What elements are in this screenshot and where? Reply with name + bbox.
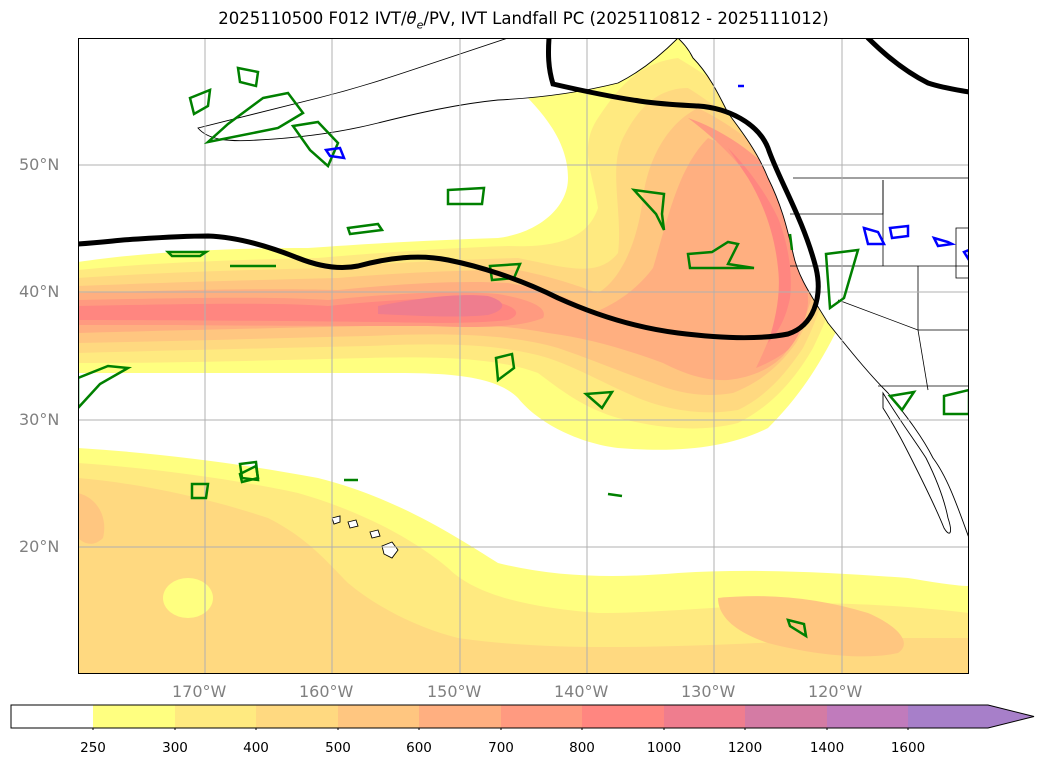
lon-label-140w: 140°W — [554, 682, 609, 701]
pv-contour — [582, 390, 615, 410]
colorbar-segments — [11, 705, 1034, 728]
ivt-fill-atmospheric-river — [78, 38, 868, 450]
ivt-map — [78, 38, 969, 674]
map-frame — [78, 38, 969, 674]
negative-contour — [888, 224, 910, 240]
colorbar-segment — [93, 705, 175, 728]
colorbar-segment — [338, 705, 419, 728]
ivt-colorbar — [10, 704, 1035, 730]
pv-contour — [494, 352, 516, 383]
lon-label-150w: 150°W — [427, 682, 482, 701]
lon-label-120w: 120°W — [808, 682, 863, 701]
pv-contour — [607, 492, 623, 498]
border-wyoming — [955, 227, 969, 279]
north-america-west-coast — [677, 38, 969, 674]
map-title: 2025110500 F012 IVT/θe/PV, IVT Landfall … — [0, 9, 1047, 31]
pv-contour — [786, 618, 808, 639]
lon-label-130w: 130°W — [681, 682, 736, 701]
colorbar-label-1600: 1600 — [890, 740, 926, 756]
pv-contour — [942, 388, 969, 416]
pv-contour — [164, 250, 211, 258]
island-oahu — [347, 519, 359, 529]
colorbar-segment — [256, 705, 338, 728]
colorbar-label-600: 600 — [406, 740, 432, 756]
border-california-nevada — [837, 299, 929, 391]
negative-contour — [931, 236, 957, 248]
lon-label-160w: 160°W — [299, 682, 354, 701]
negative-contour — [962, 248, 969, 263]
ivt-band-1000 — [378, 295, 503, 317]
hawaii-islands — [331, 515, 399, 559]
lat-label-50n: 50°N — [19, 155, 60, 174]
pv-contour — [290, 120, 340, 169]
baja-peninsula — [882, 391, 951, 534]
political-borders — [790, 177, 969, 391]
alaska-coast — [197, 38, 679, 142]
title-suffix: /PV, IVT Landfall PC (2025110812 - 20251… — [423, 9, 829, 28]
island-big-island — [381, 541, 399, 559]
negative-contours — [323, 84, 969, 263]
colorbar-label-300: 300 — [162, 740, 188, 756]
pv-contour — [446, 186, 486, 206]
title-theta: θ — [406, 9, 417, 28]
colorbar-label-800: 800 — [569, 740, 595, 756]
colorbar-segment — [175, 705, 256, 728]
ivt-band-south-400 — [78, 478, 969, 674]
colorbar-label-1400: 1400 — [809, 740, 845, 756]
colorbar-segment — [501, 705, 582, 728]
ivt-band-coastal-800 — [728, 148, 791, 343]
colorbar-segment — [419, 705, 501, 728]
ivt-band-south-500 — [718, 596, 904, 657]
lat-label-30n: 30°N — [19, 410, 60, 429]
ivt-band-south-500-west — [78, 493, 105, 544]
pv-contour — [824, 248, 860, 311]
colorbar-extend-arrow — [908, 705, 1034, 728]
pv-contours — [78, 66, 969, 639]
ivt-main-contour — [78, 38, 821, 341]
land-masses — [197, 38, 969, 674]
island-maui — [369, 529, 381, 539]
colorbar-outline — [10, 704, 1035, 729]
pv-contour — [236, 66, 260, 88]
island-kauai — [331, 515, 341, 525]
colorbar-segment — [827, 705, 908, 728]
colorbar-segment — [664, 705, 745, 728]
graticule — [78, 38, 969, 674]
pv-contour — [630, 188, 666, 231]
pv-contour — [686, 240, 755, 270]
pv-contour — [203, 91, 305, 145]
colorbar-ticks — [92, 728, 909, 730]
colorbar-label-1000: 1000 — [646, 740, 682, 756]
colorbar-label-700: 700 — [488, 740, 514, 756]
pv-contour — [188, 88, 212, 116]
colorbar-label-400: 400 — [243, 740, 269, 756]
ivt-landfall-contour — [78, 38, 969, 341]
colorbar-label-1200: 1200 — [727, 740, 763, 756]
pv-contour — [346, 222, 385, 236]
title-prefix: 2025110500 F012 IVT/ — [218, 9, 407, 28]
pv-contour — [887, 390, 917, 413]
negative-contour — [862, 226, 887, 246]
colorbar-segment — [745, 705, 827, 728]
lon-label-170w: 170°W — [172, 682, 227, 701]
ivt-fill-tropical-band — [78, 448, 969, 674]
lat-label-40n: 40°N — [19, 282, 60, 301]
colorbar-label-500: 500 — [325, 740, 351, 756]
pv-contour — [238, 464, 260, 484]
colorbar-segment — [582, 705, 664, 728]
colorbar-label-250: 250 — [80, 740, 106, 756]
lat-label-20n: 20°N — [19, 537, 60, 556]
title-theta-subscript: e — [416, 18, 424, 32]
ivt-hole-south — [163, 578, 213, 618]
colorbar-segment — [11, 705, 93, 728]
pv-contour — [190, 482, 210, 500]
pv-contour — [78, 364, 133, 410]
pv-contour — [788, 233, 794, 251]
ivt-northeast-contour — [865, 38, 969, 95]
negative-contour — [323, 146, 346, 160]
